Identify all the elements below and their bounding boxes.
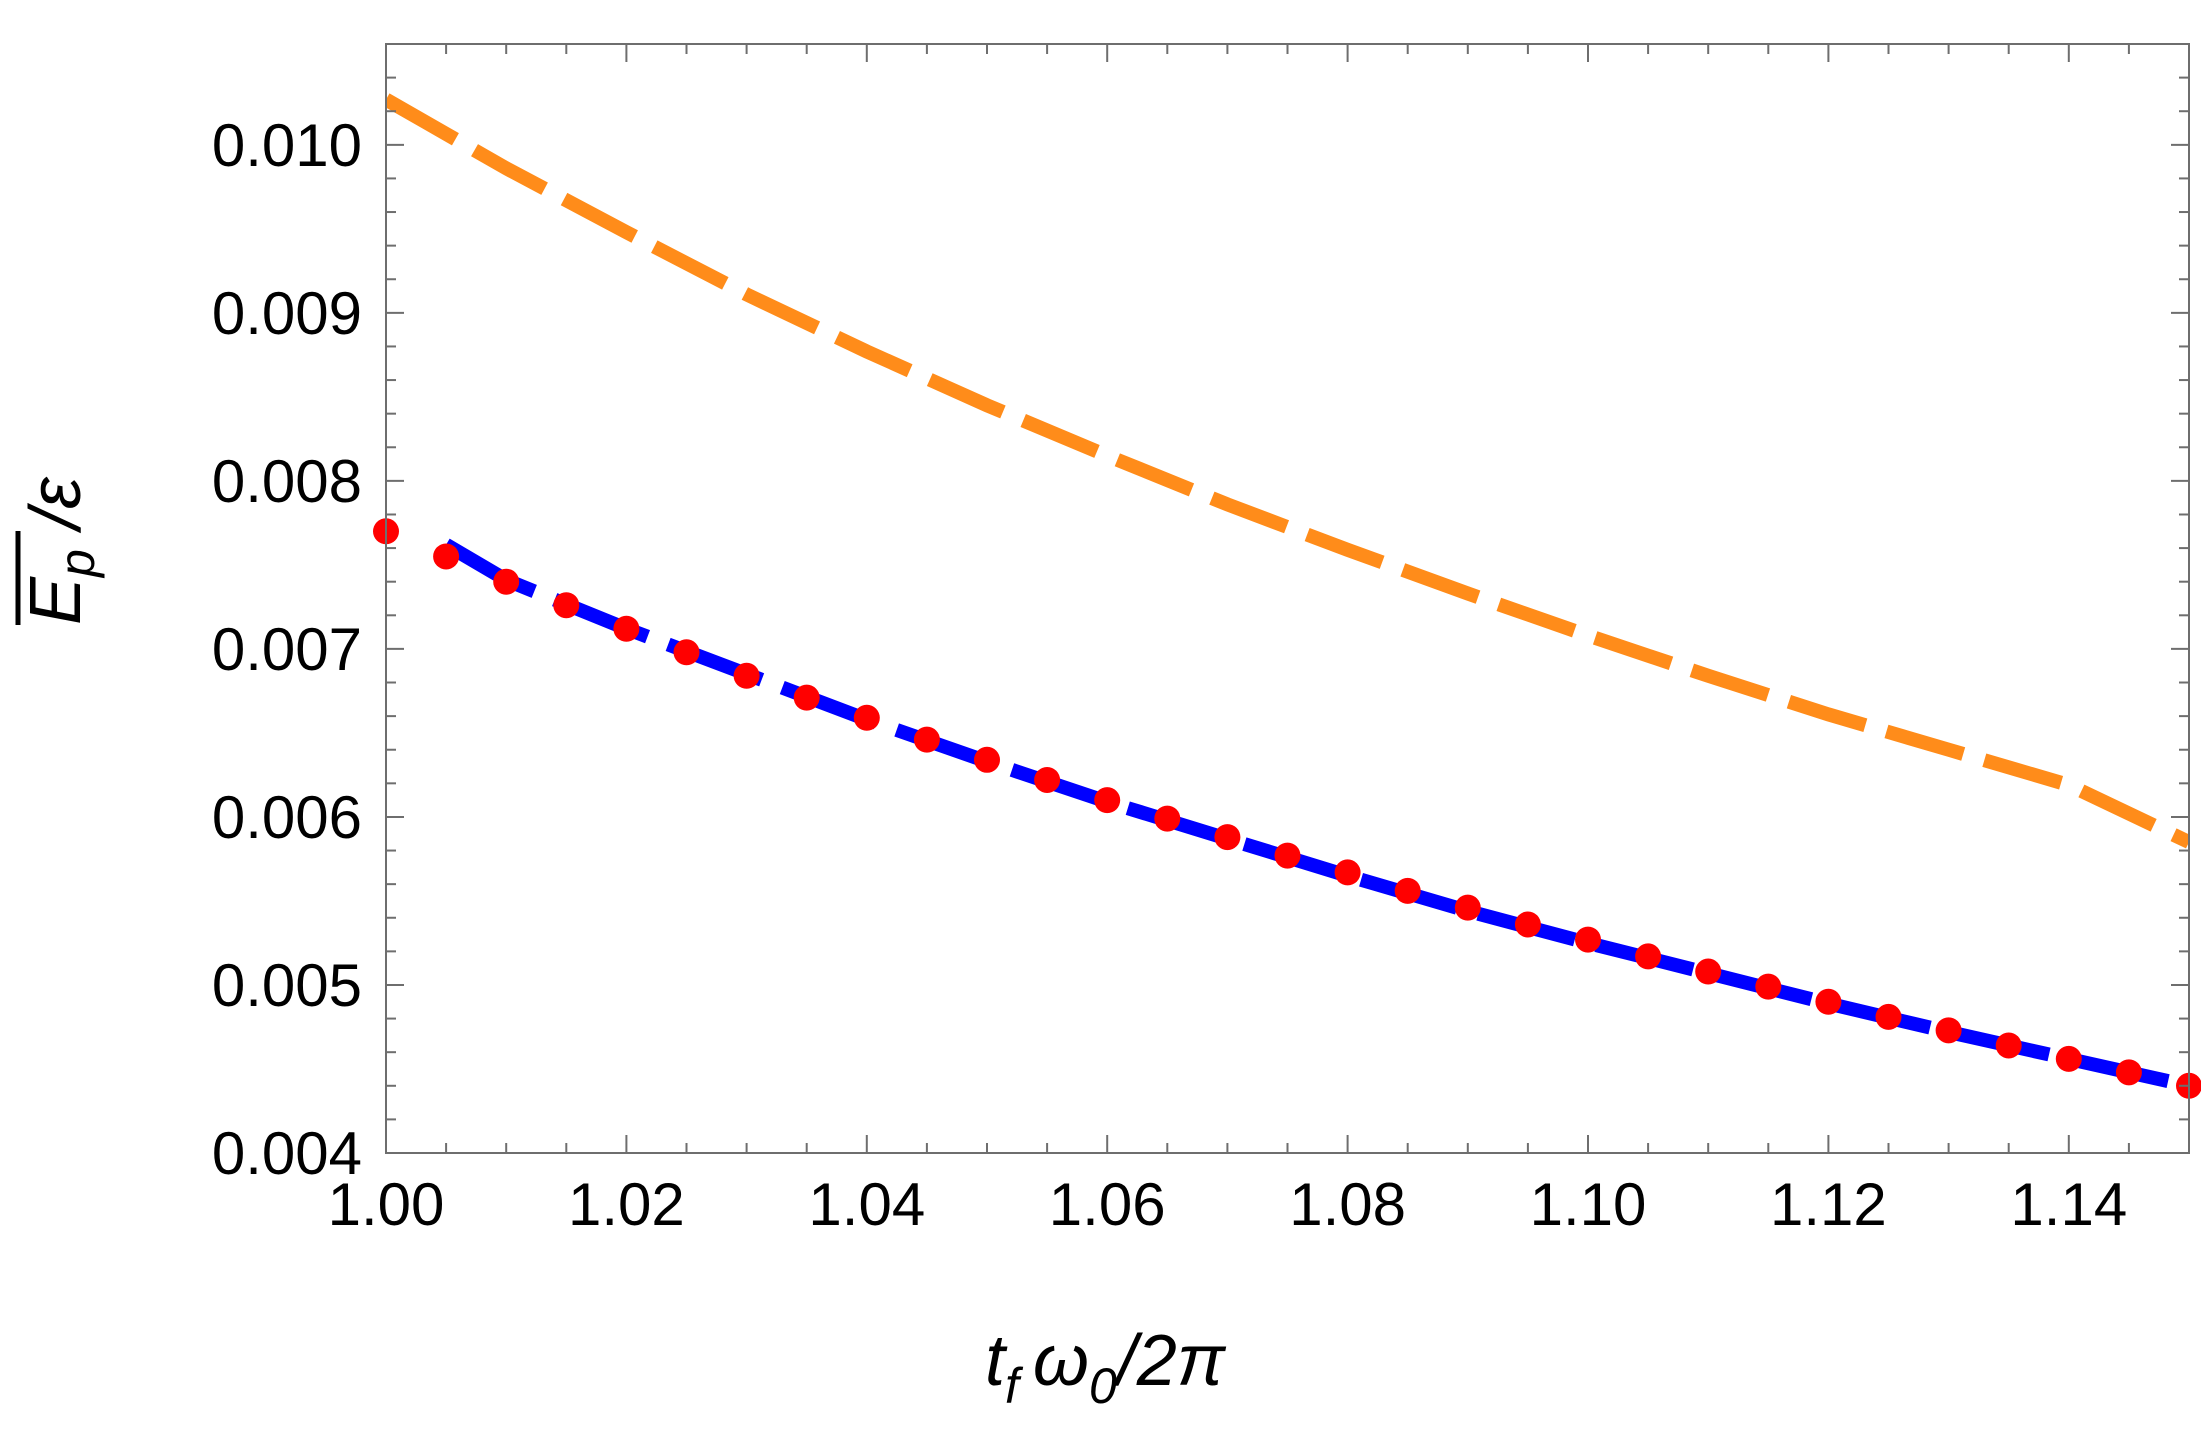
data-point xyxy=(913,726,940,753)
x-tick-label: 1.06 xyxy=(1049,1171,1166,1238)
y-tick-label: 0.010 xyxy=(212,112,362,179)
data-point xyxy=(1575,926,1601,953)
data-point xyxy=(733,662,760,689)
y-axis-title-rest: /ε xyxy=(16,476,96,549)
x-axis-title-omega-sub: 0 xyxy=(1089,1358,1117,1414)
tick-layer: 1.00 1.02 1.04 1.06 1.08 1.10 1.12 1.14 0.004 0.0… xyxy=(212,43,2190,1238)
y-axis-title-e-sub: p xyxy=(49,549,105,579)
y-axis-title: Ep /ε xyxy=(16,476,105,625)
data-point xyxy=(1034,766,1061,793)
data-point xyxy=(1995,1032,2022,1059)
y-tick-label: 0.008 xyxy=(212,448,362,515)
y-axis-title-group: Ep /ε xyxy=(15,476,105,625)
data-point xyxy=(1334,859,1361,886)
data-point xyxy=(793,684,820,711)
y-tick-label: 0.009 xyxy=(212,280,362,347)
data-point xyxy=(1635,943,1662,970)
data-point xyxy=(493,568,520,595)
x-tick-label: 1.14 xyxy=(2010,1171,2127,1238)
data-point xyxy=(1094,787,1121,814)
y-tick-label: 0.007 xyxy=(212,616,362,683)
data-point xyxy=(613,615,640,642)
y-tick-label: 0.006 xyxy=(212,784,362,851)
data-point xyxy=(974,746,1000,773)
data-point xyxy=(1454,894,1481,921)
data-point xyxy=(853,704,880,731)
data-point xyxy=(2055,1045,2082,1072)
data-point xyxy=(1815,988,1842,1015)
x-axis-title: tf ω0/2π xyxy=(985,1321,1227,1414)
x-tick-label: 1.02 xyxy=(568,1171,685,1238)
y-tick-label: 0.005 xyxy=(212,952,362,1019)
series-layer xyxy=(373,93,2201,1099)
x-tick-label: 1.12 xyxy=(1770,1171,1887,1238)
data-point xyxy=(1214,824,1241,851)
data-point xyxy=(1514,911,1541,938)
data-point xyxy=(2115,1059,2142,1086)
data-point xyxy=(1875,1003,1902,1030)
data-point xyxy=(1755,973,1782,1000)
x-axis-title-omega: ω xyxy=(1033,1321,1089,1401)
x-tick-label: 1.08 xyxy=(1289,1171,1406,1238)
data-point xyxy=(553,592,580,619)
x-axis-title-rest: /2π xyxy=(1112,1321,1227,1401)
data-point xyxy=(1154,805,1181,832)
data-point xyxy=(1695,958,1722,985)
data-point xyxy=(1274,842,1301,869)
x-axis-title-t: t xyxy=(985,1321,1008,1401)
y-tick-label: 0.004 xyxy=(212,1120,362,1187)
data-point xyxy=(673,639,700,666)
data-point xyxy=(433,543,460,570)
x-tick-label: 1.00 xyxy=(328,1171,445,1238)
data-point xyxy=(1935,1017,1962,1044)
y-axis-title-e: E xyxy=(16,576,96,625)
x-tick-label: 1.04 xyxy=(808,1171,925,1238)
data-point xyxy=(1394,877,1421,904)
x-tick-label: 1.10 xyxy=(1530,1171,1647,1238)
series-line-0 xyxy=(386,93,2189,849)
plot-frame xyxy=(385,43,2190,1154)
